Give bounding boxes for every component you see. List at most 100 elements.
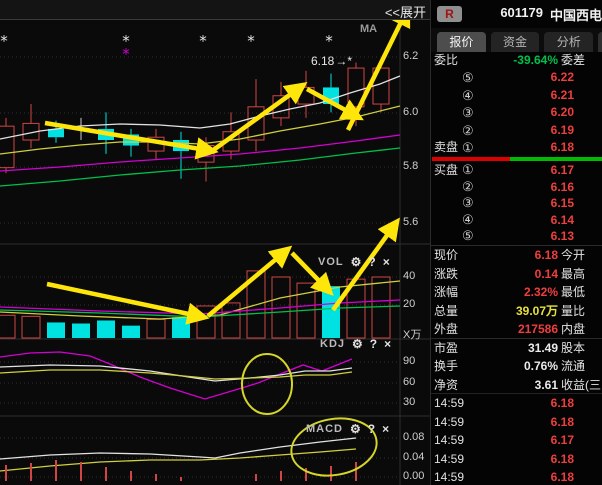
bid-level-number: ④ <box>462 211 474 227</box>
svg-text:*: * <box>325 32 333 50</box>
tab-报价[interactable]: 报价 <box>437 32 486 52</box>
info-label-2: 内盘 <box>561 322 586 336</box>
weibi-row: 委比 -39.64% 委差 <box>431 52 602 69</box>
vol-settings-gear-icon[interactable]: ⚙ <box>350 255 362 269</box>
bid-row[interactable]: ⑤ 6.13 <box>431 228 602 245</box>
macd-settings-gear-icon[interactable]: ⚙ <box>350 422 361 436</box>
bid-row[interactable]: ② 6.16 <box>431 179 602 196</box>
ask-price: 6.19 <box>550 122 574 137</box>
info-value: 217586 <box>517 322 558 336</box>
line-ma1 <box>0 75 401 140</box>
line-vma2 <box>0 299 401 315</box>
buy-ratio-segment <box>510 157 602 161</box>
ask-level-number: ③ <box>462 105 474 120</box>
panel-tabs: 报价 资金 分析 <box>431 28 602 52</box>
bid-price: 6.16 <box>550 179 574 194</box>
tick-time: 14:59 <box>434 451 465 466</box>
info-label-2: 股本 <box>561 340 586 355</box>
volume-layer <box>0 270 391 339</box>
line-kdj_k <box>0 364 353 382</box>
info-label-2: 最高 <box>561 266 586 281</box>
collapse-panel-button[interactable]: <<展开 <box>384 5 426 20</box>
stock-info-rows: 现价 6.18 今开 涨跌 0.14 最高 涨幅 2.32% 最低 总量 39.07万 量比 外盘 217… <box>431 245 602 394</box>
svg-text:*: * <box>122 45 130 63</box>
ask-row[interactable]: ③ 6.20 <box>431 104 602 122</box>
tick-time: 14:59 <box>434 433 465 448</box>
info-label-2: 今开 <box>561 248 586 262</box>
tab-cut-off[interactable] <box>598 32 602 52</box>
tick-price: 6.18 <box>550 451 574 466</box>
info-value: 39.07万 <box>515 303 558 318</box>
info-value: 2.32% <box>523 285 558 299</box>
info-row: 净资 3.61 收益(三 <box>431 376 602 395</box>
stock-code: 601179 <box>500 5 543 20</box>
info-row: 换手 0.76% 流通 <box>431 357 602 376</box>
bid-price: 6.17 <box>550 163 574 177</box>
kdj-help-icon[interactable]: ? <box>369 337 378 351</box>
vol-pane-header: VOL ⚙ ? × <box>318 255 390 269</box>
info-label: 换手 <box>434 359 459 373</box>
info-label-2: 流通 <box>561 359 586 373</box>
ask-level-number: ⑤ <box>462 70 474 85</box>
stock-title: 601179 中国西电 <box>500 5 602 24</box>
info-label-2: 量比 <box>561 303 586 318</box>
bid-row[interactable]: ③ 6.15 <box>431 195 602 212</box>
macd-help-icon[interactable]: ? <box>367 422 376 436</box>
macd-close-icon[interactable]: × <box>382 422 390 436</box>
line-kdj_j <box>0 351 353 400</box>
bid-price: 6.13 <box>550 229 574 243</box>
vol-help-icon[interactable]: ? <box>368 255 376 269</box>
bid-levels: 买盘 ① 6.17 ② 6.16 ③ 6.15 ④ 6.14 ⑤ 6.13 <box>431 162 602 245</box>
info-row: 市盈 31.49 股本 <box>431 339 602 358</box>
svg-text:*: * <box>0 32 8 50</box>
kline-chart-canvas[interactable]: * * * * ** <box>0 0 430 485</box>
info-value: 0.76% <box>523 359 558 373</box>
bid-price: 6.15 <box>550 196 574 210</box>
tab-资金[interactable]: 资金 <box>490 32 540 52</box>
tick-price: 6.18 <box>550 396 574 410</box>
margin-r-badge[interactable]: R <box>437 6 462 22</box>
bid-price: 6.14 <box>550 212 574 227</box>
ask-row[interactable]: ② 6.19 <box>431 122 602 140</box>
tick-price: 6.17 <box>550 433 574 448</box>
info-value: 6.18 <box>534 248 558 262</box>
kdj-close-icon[interactable]: × <box>384 337 392 351</box>
tick-row: 14:59 6.18 <box>431 413 602 432</box>
svg-text:*: * <box>199 32 207 50</box>
buy-sell-ratio-bar <box>432 157 602 161</box>
info-label: 涨跌 <box>434 266 459 281</box>
macd-pane-header: MACD ⚙ ? × <box>306 422 389 436</box>
bid-row[interactable]: 买盘 ① 6.17 <box>431 162 602 179</box>
tick-time: 14:59 <box>434 396 465 410</box>
ask-levels: ⑤ 6.22 ④ 6.21 ③ 6.20 ② 6.19 卖盘 ① 6.18 <box>431 69 602 157</box>
bid-level-number: ② <box>462 178 474 194</box>
bid-level-number: ③ <box>462 195 474 210</box>
kdj-pane-header: KDJ ⚙ ? × <box>320 337 391 351</box>
ask-level-number: ④ <box>462 87 474 103</box>
tab-分析[interactable]: 分析 <box>544 32 594 52</box>
ask-price: 6.22 <box>550 70 574 84</box>
line-ma3 <box>0 134 401 172</box>
ask-level-number: ① <box>462 140 474 155</box>
tick-price: 6.18 <box>550 470 574 485</box>
kdj-settings-gear-icon[interactable]: ⚙ <box>352 337 363 351</box>
ask-level-number: ② <box>462 122 474 138</box>
bid-level-number: ⑤ <box>462 228 474 243</box>
ask-price: 6.21 <box>550 87 574 102</box>
tick-row: 14:59 6.18 <box>431 468 602 485</box>
ask-price: 6.20 <box>550 105 574 119</box>
ask-row[interactable]: ④ 6.21 <box>431 87 602 105</box>
info-row: 涨幅 2.32% 最低 <box>431 283 602 302</box>
svg-text:*: * <box>247 32 255 50</box>
ask-row[interactable]: ⑤ 6.22 <box>431 69 602 87</box>
line-vma3 <box>0 305 401 318</box>
info-value: 31.49 <box>527 340 558 355</box>
info-row: 外盘 217586 内盘 <box>431 320 602 339</box>
bid-row[interactable]: ④ 6.14 <box>431 212 602 229</box>
high-price-callout: 6.18 →* <box>311 54 352 68</box>
info-label: 外盘 <box>434 322 459 336</box>
ask-row[interactable]: 卖盘 ① 6.18 <box>431 139 602 157</box>
info-row: 现价 6.18 今开 <box>431 246 602 265</box>
vol-close-icon[interactable]: × <box>382 255 390 269</box>
info-label: 涨幅 <box>434 285 459 299</box>
